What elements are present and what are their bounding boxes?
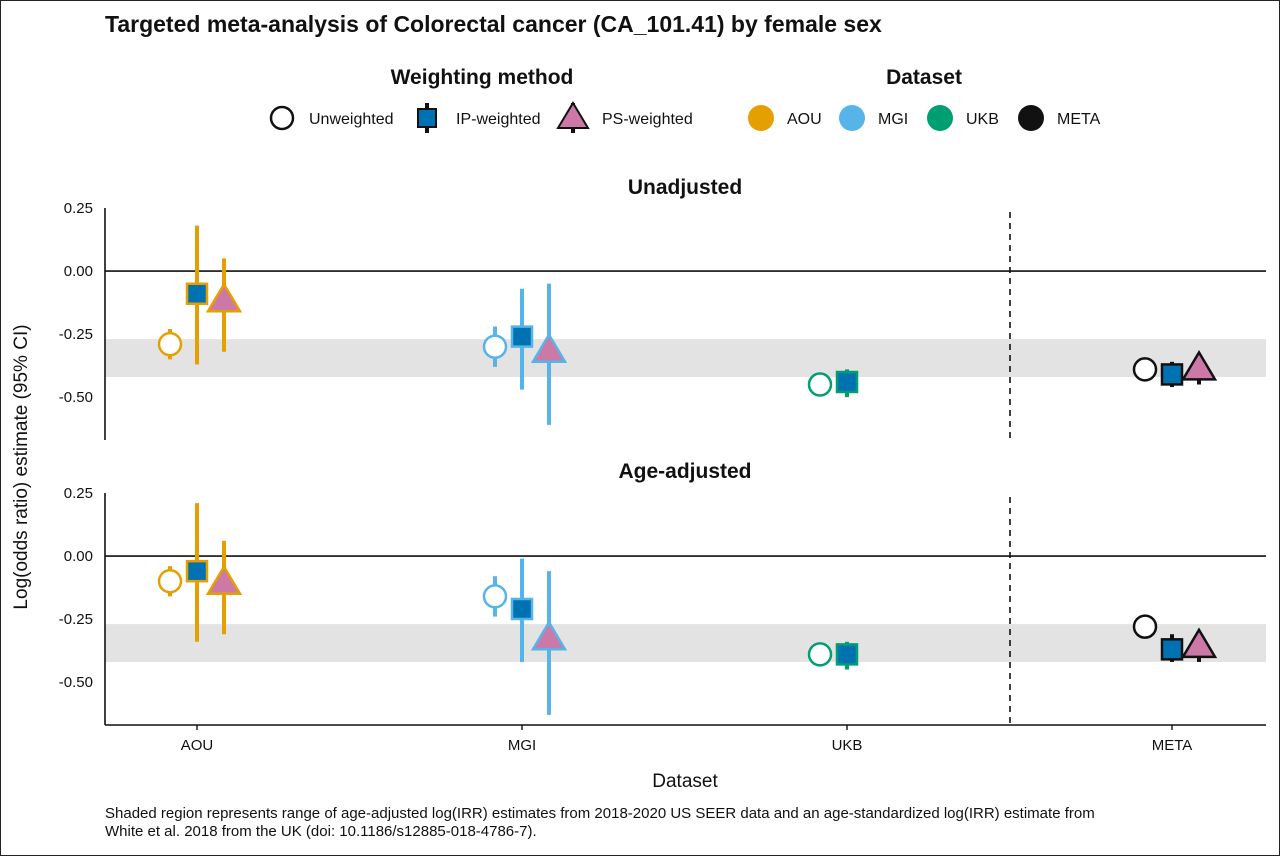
legend-unweighted-icon: [271, 107, 293, 129]
point-unweighted: [484, 336, 506, 358]
legend-meta-swatch-icon: [1018, 105, 1044, 131]
x-tick-label: UKB: [832, 737, 863, 754]
point-ip-weighted: [512, 327, 532, 347]
legend-label-mgi: MGI: [878, 111, 908, 128]
point-ip-weighted: [512, 599, 532, 619]
legend-mgi-swatch-icon: [839, 105, 865, 131]
point-unweighted: [809, 643, 831, 665]
panel-age-adjusted: Age-adjusted 0.25 0.00 -0.25 -0.50: [59, 460, 1266, 725]
y-axis-label: Log(odds ratio) estimate (95% CI): [11, 324, 32, 609]
y-tick-label: -0.25: [59, 326, 93, 343]
y-tick-label: 0.00: [64, 548, 93, 565]
chart-canvas: Targeted meta-analysis of Colorectal can…: [0, 0, 1280, 856]
y-tick-label: -0.25: [59, 611, 93, 628]
point-ps-weighted: [208, 284, 240, 311]
caption-line-2: White et al. 2018 from the UK (doi: 10.1…: [105, 823, 537, 840]
point-unweighted: [159, 570, 181, 592]
shaded-band: [105, 624, 1266, 662]
x-axis-label: Dataset: [652, 771, 718, 792]
point-unweighted: [1134, 358, 1156, 380]
plot-area-age-adjusted: 0.25 0.00 -0.25 -0.50: [59, 485, 1266, 725]
legend-ukb-swatch-icon: [927, 105, 953, 131]
legend-label-aou: AOU: [787, 111, 822, 128]
legend-label-ip-weighted: IP-weighted: [456, 111, 541, 128]
y-tick-label: 0.25: [64, 485, 93, 502]
point-ip-weighted: [187, 284, 207, 304]
legend-title-dataset: Dataset: [886, 66, 962, 89]
panel-title-age-adjusted: Age-adjusted: [618, 460, 751, 483]
legend-aou-swatch-icon: [748, 105, 774, 131]
x-axis-ticks: AOU MGI UKB META: [181, 725, 1193, 754]
point-ip-weighted: [837, 372, 857, 392]
point-ps-weighted: [208, 567, 240, 594]
legend-ip-weighted-icon: [418, 109, 436, 127]
point-ip-weighted: [1162, 364, 1182, 384]
legend-ps-weighted-icon: [558, 103, 588, 128]
point-ip-weighted: [1162, 639, 1182, 659]
legend-label-ukb: UKB: [966, 111, 999, 128]
legend-label-meta: META: [1057, 111, 1101, 128]
plot-area-unadjusted: 0.25 0.00 -0.25 -0.50: [59, 200, 1266, 440]
x-tick-label: META: [1152, 737, 1193, 754]
legend-title-weighting: Weighting method: [391, 66, 574, 89]
y-tick-label: -0.50: [59, 389, 93, 406]
point-unweighted: [809, 374, 831, 396]
legend-label-ps-weighted: PS-weighted: [602, 111, 693, 128]
y-tick-label: 0.25: [64, 200, 93, 217]
point-ip-weighted: [837, 644, 857, 664]
legend: Weighting method Dataset Unweighted IP-w…: [271, 66, 1101, 133]
x-tick-label: MGI: [508, 737, 536, 754]
shaded-band: [105, 339, 1266, 377]
y-tick-label: 0.00: [64, 263, 93, 280]
legend-label-unweighted: Unweighted: [309, 111, 394, 128]
point-unweighted: [484, 585, 506, 607]
point-unweighted: [1134, 616, 1156, 638]
x-tick-label: AOU: [181, 737, 214, 754]
y-tick-label: -0.50: [59, 674, 93, 691]
caption-line-1: Shaded region represents range of age-ad…: [105, 805, 1095, 822]
chart-title: Targeted meta-analysis of Colorectal can…: [105, 11, 882, 37]
point-unweighted: [159, 333, 181, 355]
point-ip-weighted: [187, 561, 207, 581]
panel-title-unadjusted: Unadjusted: [628, 176, 742, 199]
panel-unadjusted: Unadjusted 0.25 0.00 -0.25 -0.50: [59, 176, 1266, 440]
